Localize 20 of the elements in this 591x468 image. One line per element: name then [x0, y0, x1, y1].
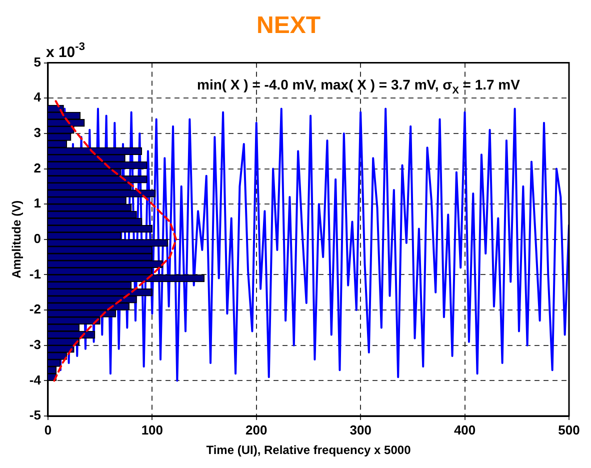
x-axis-title: Time (UI), Relative frequency x 5000 [206, 443, 412, 458]
y-tick-label: 4 [34, 90, 42, 105]
x-tick-label: 400 [454, 422, 476, 438]
y-tick-label: 0 [34, 230, 41, 246]
y-tick-label: -1 [29, 266, 41, 282]
y-tick-label: 5 [34, 54, 41, 70]
y-tick-label: 1 [34, 196, 41, 211]
y-tick-label: 3 [34, 125, 41, 140]
y-tick-label: -5 [29, 408, 41, 423]
y-tick-label: 2 [34, 160, 41, 176]
y-tick-label: -4 [29, 372, 42, 388]
chart-title: NEXT [256, 12, 321, 40]
x-tick-label: 500 [558, 422, 580, 438]
y-tick-label: -3 [29, 336, 41, 352]
y-axis-title: Amplitude (V) [10, 200, 24, 278]
x-tick-label: 100 [141, 422, 164, 438]
x-tick-label: 0 [44, 422, 52, 438]
x-tick-label: 200 [246, 422, 268, 438]
y-tick-label: -2 [29, 302, 41, 317]
x-tick-label: 300 [350, 422, 372, 438]
